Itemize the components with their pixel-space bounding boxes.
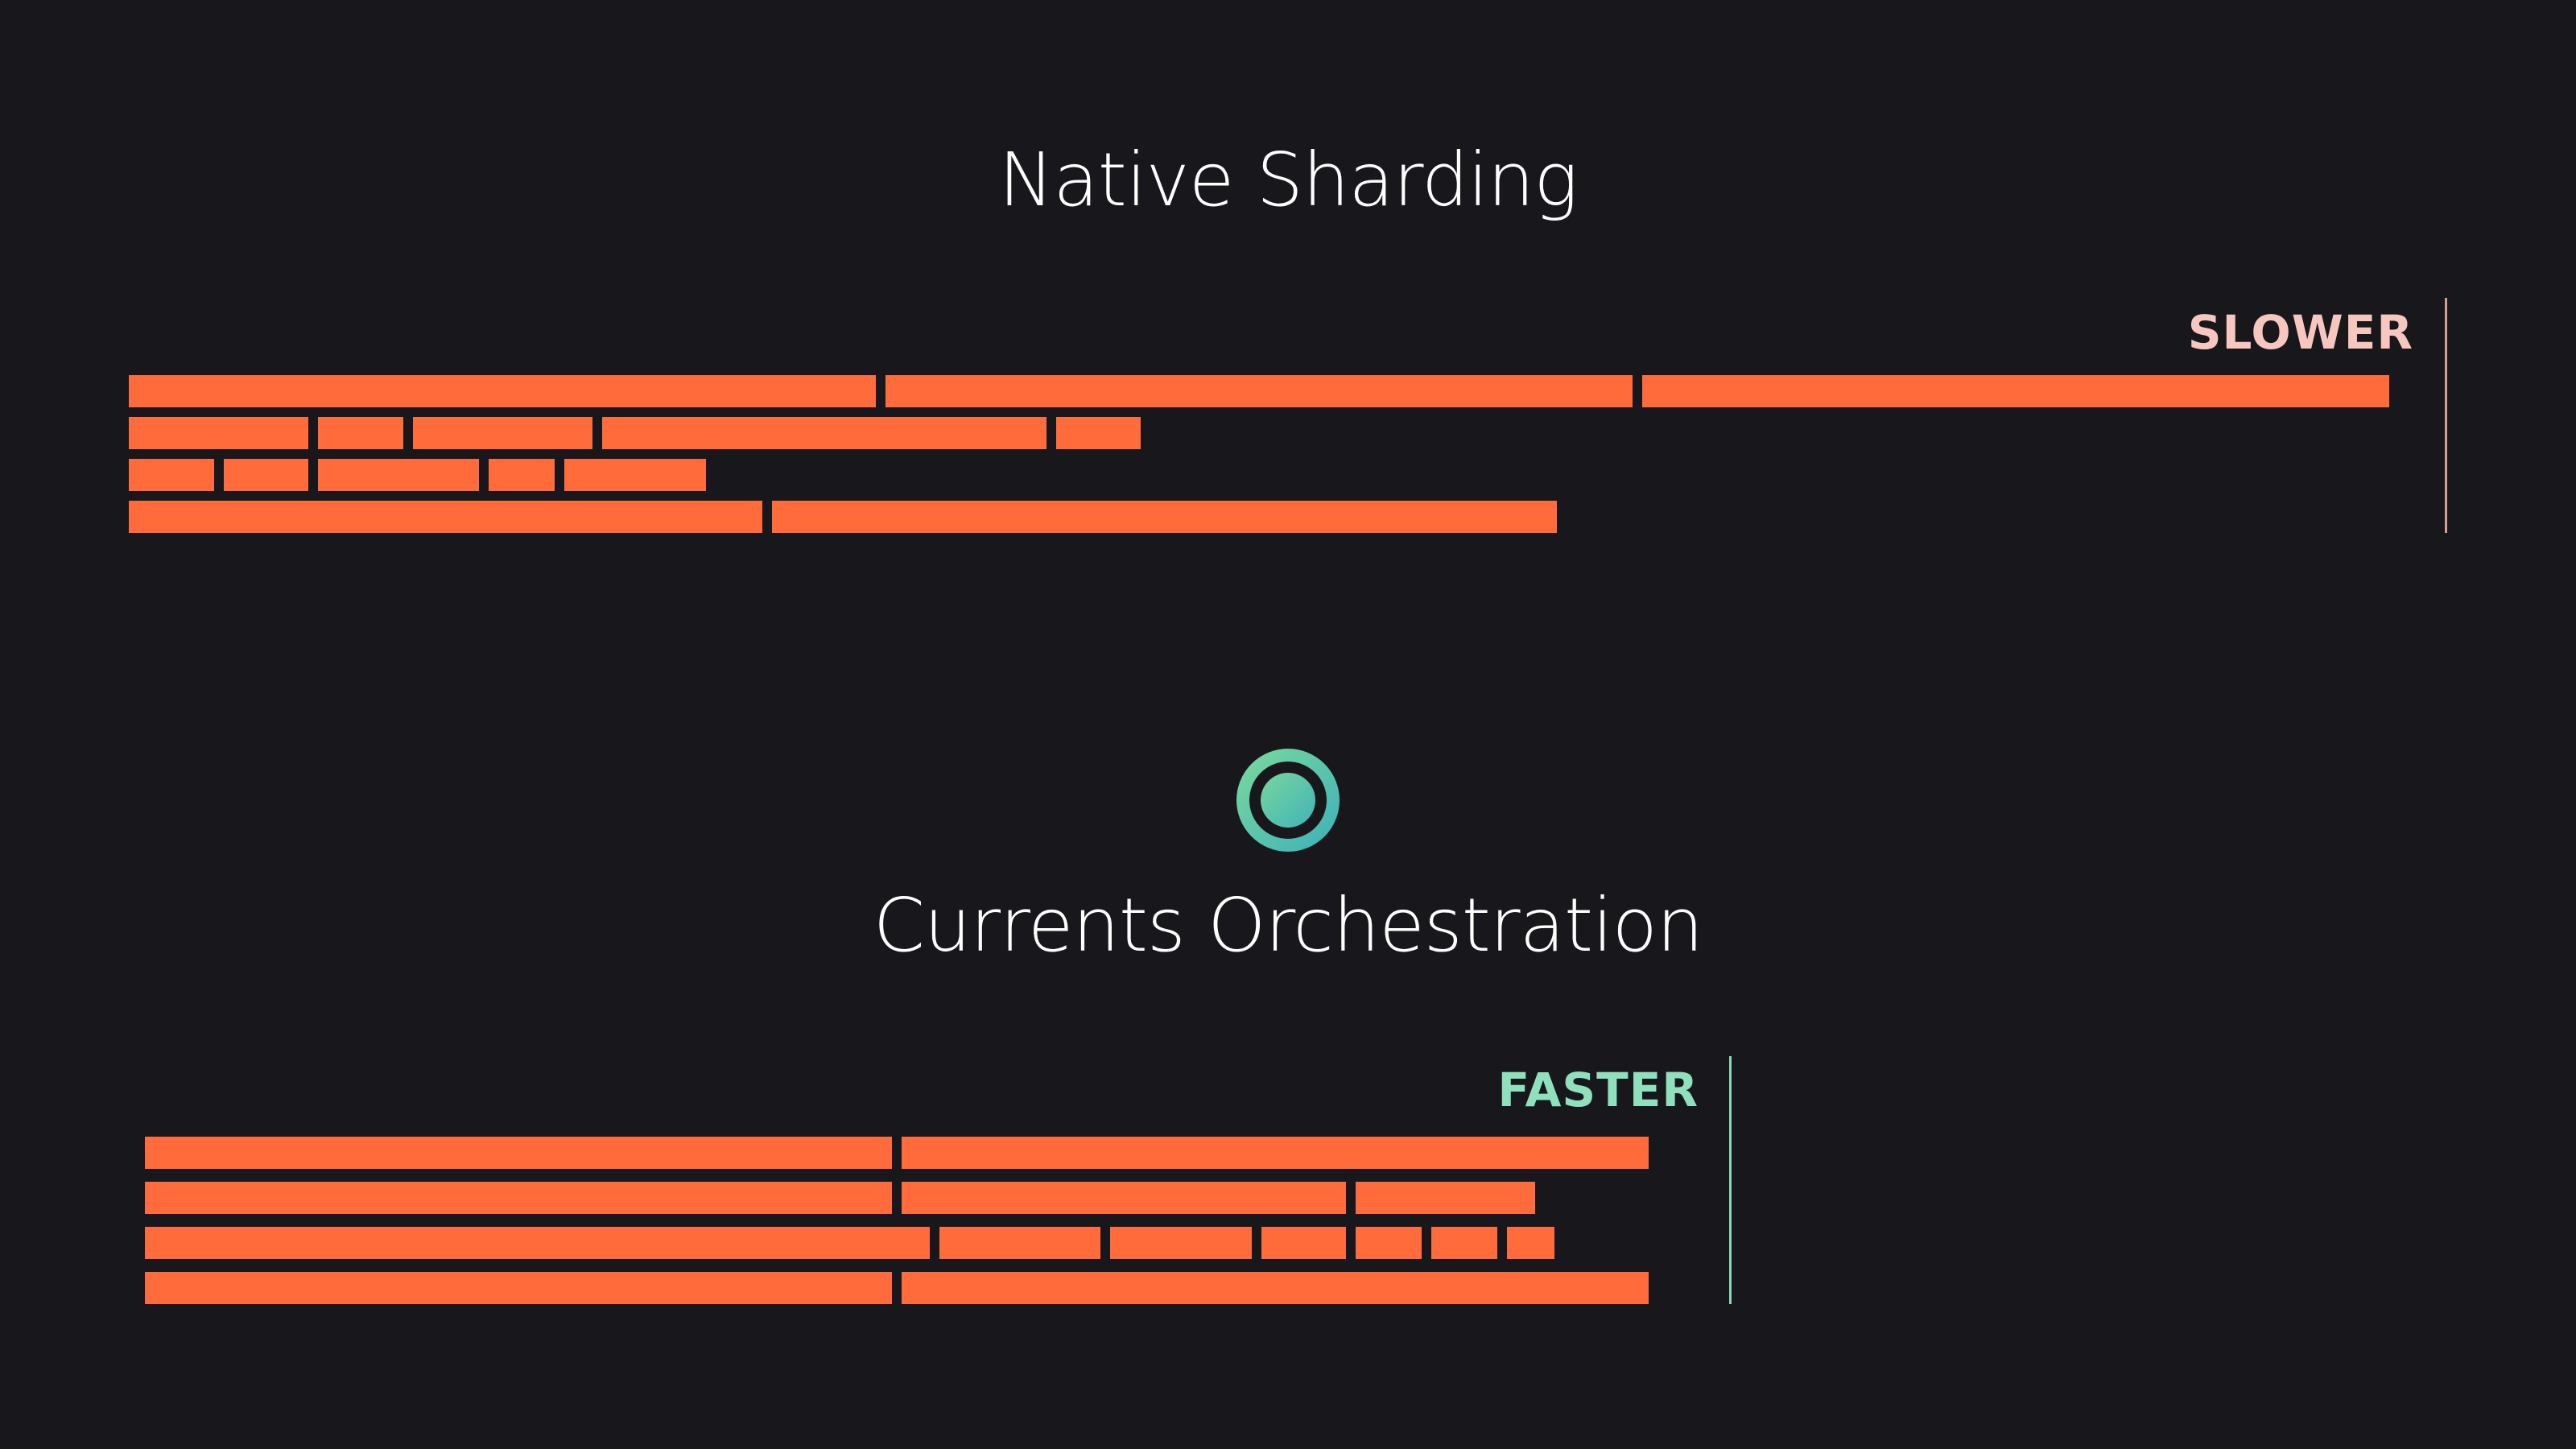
native-row-2-bar-2	[318, 417, 403, 449]
native-row-2-bar-1	[129, 417, 308, 449]
native-row-1-bar-1	[129, 375, 876, 407]
native-row-3-bar-2	[223, 459, 308, 491]
currents-row-2-bar-3	[1356, 1182, 1535, 1214]
native-row-3-bar-3	[318, 459, 479, 491]
currents-row-2-bar-1	[145, 1182, 892, 1214]
currents-row-3-bar-3	[1109, 1227, 1252, 1259]
native-row-2-bar-4	[601, 417, 1046, 449]
currents-orchestration-title: Currents Orchestration	[873, 882, 1703, 968]
native-row-4-bar-2	[772, 501, 1557, 533]
currents-logo-icon	[1236, 749, 1340, 852]
currents-row-3-bar-7	[1507, 1227, 1554, 1259]
currents-row-4-bar-2	[902, 1272, 1649, 1304]
currents-row-3-bar-2	[939, 1227, 1100, 1259]
currents-row-1-bar-1	[145, 1137, 892, 1169]
currents-row-3-bar-5	[1356, 1227, 1422, 1259]
native-row-4-bar-1	[129, 501, 762, 533]
currents-row-4-bar-1	[145, 1272, 892, 1304]
currents-row-3-bar-1	[145, 1227, 930, 1259]
slower-label: SLOWER	[2187, 305, 2413, 360]
currents-row-3-bar-6	[1431, 1227, 1497, 1259]
faster-end-marker	[1729, 1056, 1732, 1304]
native-row-1-bar-3	[1642, 375, 2389, 407]
slower-end-marker	[2445, 298, 2447, 533]
currents-row-2-bar-2	[902, 1182, 1346, 1214]
native-row-3-bar-5	[564, 459, 706, 491]
native-row-3-bar-4	[488, 459, 555, 491]
native-row-1-bar-2	[886, 375, 1633, 407]
currents-row-1-bar-2	[902, 1137, 1649, 1169]
native-row-2-bar-5	[1055, 417, 1141, 449]
native-row-3-bar-1	[129, 459, 214, 491]
currents-row-3-bar-4	[1261, 1227, 1346, 1259]
native-row-2-bar-3	[412, 417, 592, 449]
faster-label: FASTER	[1497, 1063, 1699, 1117]
native-sharding-title: Native Sharding	[998, 137, 1579, 223]
